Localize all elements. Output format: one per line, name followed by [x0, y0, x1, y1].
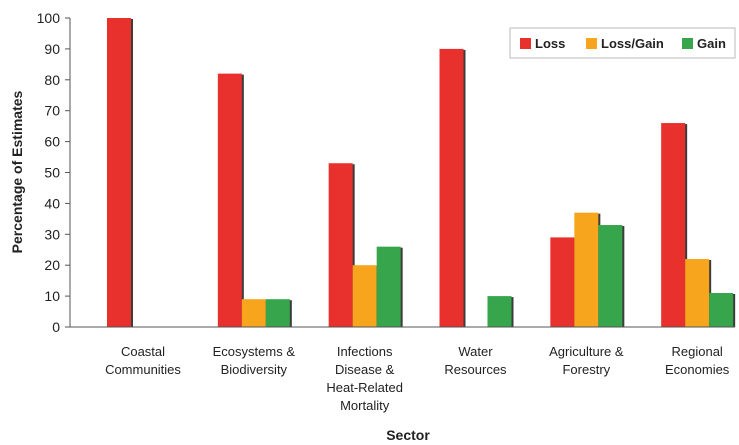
- legend-label: Loss/Gain: [601, 36, 664, 51]
- legend-swatch: [682, 38, 693, 49]
- bar-loss-gain: [352, 265, 377, 327]
- y-axis: 0 10 20 30 40 50 60 70 80 90 100: [37, 10, 71, 335]
- bar-gain: [598, 225, 623, 327]
- y-tick-label: 40: [44, 195, 60, 211]
- bar-loss: [217, 73, 242, 328]
- x-category-label: Ecosystems & Biodiversity: [213, 344, 296, 377]
- y-tick-label: 70: [44, 103, 60, 119]
- x-category-label: Water Resources: [444, 344, 507, 377]
- bar-loss: [107, 18, 131, 327]
- bar-loss: [439, 48, 464, 328]
- y-tick-label: 20: [44, 257, 60, 273]
- y-tick-label: 80: [44, 72, 60, 88]
- bar-loss: [550, 237, 575, 327]
- bar-loss: [661, 123, 686, 327]
- y-tick-label: 50: [44, 165, 60, 181]
- y-axis-title: Percentage of Estimates: [9, 90, 25, 253]
- bar-gain: [376, 246, 401, 327]
- y-tick-label: 60: [44, 134, 60, 150]
- x-category-label: Coastal Communities: [105, 344, 181, 377]
- bar-loss: [328, 163, 353, 327]
- y-tick-label: 0: [52, 319, 60, 335]
- legend-swatch: [586, 38, 597, 49]
- x-axis: Coastal Communities Ecosystems & Biodiversi…: [70, 326, 735, 413]
- bars: [107, 18, 736, 328]
- bar-gain: [265, 299, 290, 327]
- legend-swatch: [520, 38, 531, 49]
- x-category-label: Agriculture & Forestry: [549, 344, 624, 377]
- legend-label: Gain: [697, 36, 726, 51]
- bar-loss-gain: [685, 259, 710, 327]
- bar-gain: [487, 296, 512, 327]
- bar-loss-gain: [241, 299, 266, 327]
- legend: Loss Loss/Gain Gain: [509, 27, 736, 59]
- y-tick-label: 100: [37, 10, 61, 26]
- y-tick-label: 30: [44, 226, 60, 242]
- x-category-label: Regional Economies: [665, 344, 730, 377]
- x-category-label: Infections Disease & Heat-Related Mortality: [326, 344, 403, 413]
- legend-box: [509, 27, 736, 59]
- x-axis-title: Sector: [386, 427, 430, 443]
- bar-loss-gain: [574, 212, 599, 327]
- bar-gain: [709, 293, 734, 327]
- legend-label: Loss: [535, 36, 565, 51]
- y-tick-label: 10: [44, 288, 60, 304]
- y-tick-label: 90: [44, 41, 60, 57]
